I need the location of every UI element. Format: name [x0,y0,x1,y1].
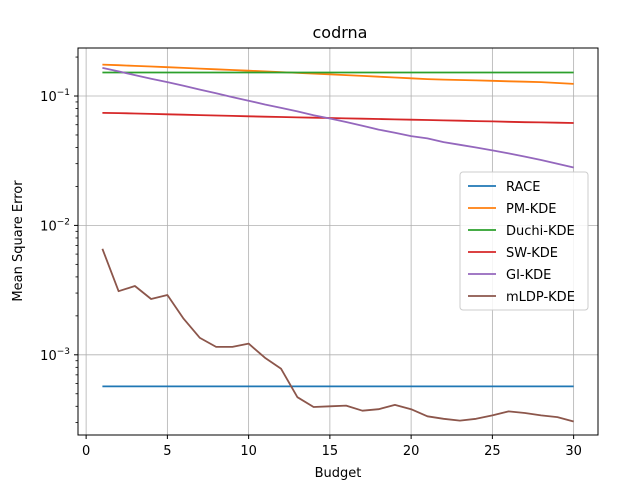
x-axis-label: Budget [315,466,362,481]
y-tick-label: 10−3 [40,347,70,364]
series-line-gi-kde [102,67,574,169]
legend-label: mLDP-KDE [506,290,575,305]
legend-box [459,171,589,311]
x-tick-label: 20 [403,444,420,459]
legend-label: GI-KDE [506,268,551,283]
y-axis-label: Mean Square Error [11,180,26,302]
y-axis-ticks: 10−3 10−2 10−1 [40,56,78,423]
legend-label: PM-KDE [506,202,557,217]
x-tick-label: 15 [322,444,339,459]
series-lines [101,63,574,423]
x-tick-label: 25 [484,444,501,459]
legend-label: SW-KDE [506,246,558,261]
y-tick-label: 10−1 [40,88,70,105]
y-tick-label: 10−2 [40,217,70,234]
plot-frame [77,47,599,436]
legend-label: RACE [506,180,540,195]
legend-label: Duchi-KDE [506,224,575,239]
x-axis-ticks: 0 5 10 15 20 25 30 [82,435,582,459]
chart-title: codrna [313,23,368,42]
series-line-pm-kde [102,63,574,85]
series-line-sw-kde [102,112,574,124]
series-line-mldp-kde [101,248,574,423]
x-tick-label: 5 [163,444,171,459]
x-tick-label: 0 [82,444,90,459]
x-tick-label: 30 [565,444,582,459]
legend: RACE PM-KDE Duchi-KDE SW-KDE GI-KDE mLDP-KDE [459,171,589,311]
x-tick-label: 10 [240,444,257,459]
